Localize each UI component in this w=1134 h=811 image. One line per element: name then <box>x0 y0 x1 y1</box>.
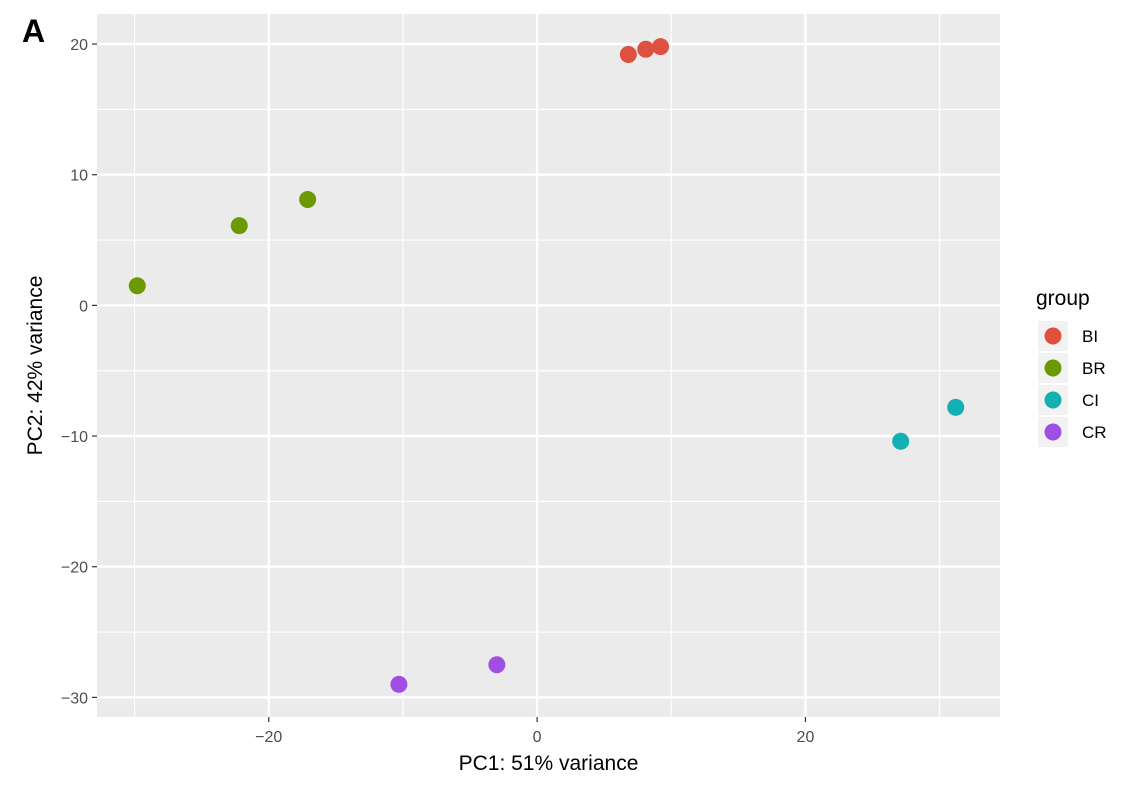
data-point-cr <box>488 656 506 674</box>
x-tick-label: 0 <box>533 729 542 746</box>
legend-swatch-bi <box>1044 327 1062 345</box>
legend-title: group <box>1036 287 1090 310</box>
legend: group BI BR CI CR <box>1036 287 1107 447</box>
y-tick-label: 20 <box>70 37 88 54</box>
legend-label-cr: CR <box>1082 423 1107 442</box>
x-tick-label: 20 <box>797 729 815 746</box>
y-axis-title: PC2: 42% variance <box>24 276 47 456</box>
data-point-bi <box>637 40 655 58</box>
data-point-bi <box>619 46 637 64</box>
x-axis: −20 0 20 <box>255 717 814 746</box>
legend-swatch-ci <box>1044 391 1062 409</box>
plot-panel <box>97 14 1000 717</box>
y-tick-label: 0 <box>79 298 88 315</box>
data-point-cr <box>390 675 408 693</box>
minor-gridlines <box>97 14 1000 717</box>
y-axis: −30 −20 −10 0 10 20 <box>61 37 97 707</box>
legend-swatch-br <box>1044 359 1062 377</box>
data-point-ci <box>892 432 910 450</box>
data-points <box>128 38 965 693</box>
legend-label-ci: CI <box>1082 391 1099 410</box>
data-point-bi <box>652 38 670 56</box>
legend-swatch-cr <box>1044 423 1062 441</box>
major-gridlines <box>97 14 1000 717</box>
y-tick-label: −20 <box>61 560 88 577</box>
legend-label-bi: BI <box>1082 327 1098 346</box>
data-point-br <box>128 277 146 295</box>
y-tick-label: 10 <box>70 168 88 185</box>
data-point-br <box>230 217 248 235</box>
y-tick-label: −10 <box>61 429 88 446</box>
legend-label-br: BR <box>1082 359 1106 378</box>
x-tick-label: −20 <box>255 729 282 746</box>
y-tick-label: −30 <box>61 690 88 707</box>
x-axis-title: PC1: 51% variance <box>459 752 639 775</box>
panel-label: A <box>22 13 45 49</box>
data-point-br <box>299 191 317 209</box>
data-point-ci <box>947 398 965 416</box>
